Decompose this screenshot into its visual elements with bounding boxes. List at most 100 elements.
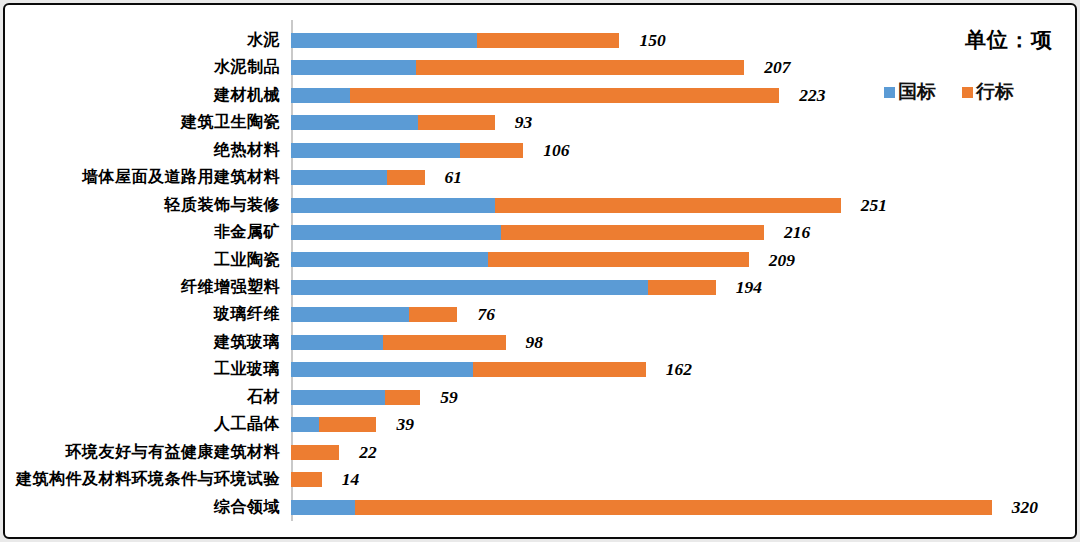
stacked-bar[interactable]	[291, 280, 716, 295]
category-label: 人工晶体	[0, 411, 280, 438]
bar-segment-hangbiao[interactable]	[648, 280, 716, 295]
bar-segment-guobiao[interactable]	[291, 198, 495, 213]
stacked-bar[interactable]	[291, 88, 779, 103]
bar-segment-guobiao[interactable]	[291, 335, 383, 350]
bar-segment-hangbiao[interactable]	[319, 417, 376, 432]
stacked-bar[interactable]	[291, 60, 744, 75]
bar-segment-guobiao[interactable]	[291, 252, 488, 267]
bar-segment-hangbiao[interactable]	[383, 335, 506, 350]
value-label: 14	[342, 466, 360, 493]
chart-row: 建筑卫生陶瓷 93	[0, 109, 1080, 136]
bar-segment-hangbiao[interactable]	[460, 143, 524, 158]
value-label: 223	[799, 82, 825, 109]
category-label: 绝热材料	[0, 137, 280, 164]
bar-segment-hangbiao[interactable]	[473, 362, 646, 377]
value-label: 98	[526, 329, 544, 356]
category-label: 综合领域	[0, 493, 280, 520]
bar-segment-guobiao[interactable]	[291, 60, 416, 75]
chart-row: 水泥制品207	[0, 54, 1080, 81]
chart-row: 综合领域320	[0, 493, 1080, 520]
stacked-bar[interactable]	[291, 417, 376, 432]
category-label: 纤维增强塑料	[0, 274, 280, 301]
bar-segment-hangbiao[interactable]	[291, 445, 339, 460]
chart-row: 水泥 150	[0, 27, 1080, 54]
bar-segment-hangbiao[interactable]	[387, 170, 424, 185]
bar-segment-hangbiao[interactable]	[291, 472, 322, 487]
bar-segment-hangbiao[interactable]	[477, 33, 619, 48]
chart-row: 建筑玻璃 98	[0, 329, 1080, 356]
value-label: 150	[640, 27, 666, 54]
category-label: 非金属矿	[0, 219, 280, 246]
stacked-bar[interactable]	[291, 390, 420, 405]
stacked-bar[interactable]	[291, 500, 992, 515]
bar-segment-guobiao[interactable]	[291, 88, 350, 103]
chart-row: 人工晶体 39	[0, 411, 1080, 438]
bar-segment-guobiao[interactable]	[291, 500, 355, 515]
stacked-bar[interactable]	[291, 170, 425, 185]
value-label: 76	[477, 301, 495, 328]
bar-segment-guobiao[interactable]	[291, 362, 473, 377]
chart-row: 环境友好与有益健康建筑材料22	[0, 438, 1080, 465]
bar-segment-guobiao[interactable]	[291, 280, 648, 295]
stacked-bar[interactable]	[291, 143, 523, 158]
chart-row: 玻璃纤维 76	[0, 301, 1080, 328]
bar-segment-guobiao[interactable]	[291, 170, 387, 185]
stacked-bar[interactable]	[291, 335, 506, 350]
stacked-bar[interactable]	[291, 225, 764, 240]
value-label: 61	[445, 164, 463, 191]
value-label: 106	[543, 137, 569, 164]
bar-segment-guobiao[interactable]	[291, 307, 409, 322]
bar-segment-hangbiao[interactable]	[385, 390, 420, 405]
bar-segment-hangbiao[interactable]	[416, 60, 745, 75]
chart-row: 建材机械 223	[0, 82, 1080, 109]
chart-row: 墙体屋面及道路用建筑材料61	[0, 164, 1080, 191]
bar-segment-guobiao[interactable]	[291, 33, 477, 48]
bar-segment-guobiao[interactable]	[291, 143, 460, 158]
chart-row: 工业玻璃 162	[0, 356, 1080, 383]
bar-segment-hangbiao[interactable]	[501, 225, 764, 240]
category-label: 建筑玻璃	[0, 329, 280, 356]
bar-segment-guobiao[interactable]	[291, 115, 418, 130]
stacked-bar[interactable]	[291, 198, 841, 213]
bar-segment-guobiao[interactable]	[291, 390, 385, 405]
category-label: 轻质装饰与装修	[0, 191, 280, 218]
category-label: 工业陶瓷	[0, 246, 280, 273]
value-label: 22	[359, 438, 377, 465]
bar-segment-hangbiao[interactable]	[418, 115, 495, 130]
category-label: 玻璃纤维	[0, 301, 280, 328]
value-label: 209	[769, 246, 795, 273]
category-label: 水泥	[0, 27, 280, 54]
value-label: 207	[764, 54, 790, 81]
value-label: 93	[515, 109, 533, 136]
stacked-bar[interactable]	[291, 307, 457, 322]
stacked-bar[interactable]	[291, 362, 646, 377]
value-label: 162	[666, 356, 692, 383]
category-label: 工业玻璃	[0, 356, 280, 383]
category-label: 石材	[0, 384, 280, 411]
value-label: 194	[736, 274, 762, 301]
stacked-bar[interactable]	[291, 252, 749, 267]
category-label: 建材机械	[0, 82, 280, 109]
chart-row: 非金属矿 216	[0, 219, 1080, 246]
value-label: 39	[396, 411, 414, 438]
stacked-bar[interactable]	[291, 472, 322, 487]
category-label: 建筑构件及材料环境条件与环境试验	[0, 466, 280, 493]
chart-row: 石材 59	[0, 384, 1080, 411]
bar-segment-guobiao[interactable]	[291, 225, 501, 240]
bar-segment-hangbiao[interactable]	[355, 500, 992, 515]
stacked-bar[interactable]	[291, 115, 495, 130]
category-label: 建筑卫生陶瓷	[0, 109, 280, 136]
bar-segment-hangbiao[interactable]	[350, 88, 779, 103]
chart-row: 建筑构件及材料环境条件与环境试验 14	[0, 466, 1080, 493]
bar-segment-hangbiao[interactable]	[409, 307, 457, 322]
value-label: 216	[784, 219, 810, 246]
bar-segment-hangbiao[interactable]	[488, 252, 749, 267]
bar-segment-guobiao[interactable]	[291, 417, 319, 432]
chart-row: 轻质装饰与装修251	[0, 191, 1080, 218]
bar-segment-hangbiao[interactable]	[495, 198, 841, 213]
chart-row: 绝热材料 106	[0, 137, 1080, 164]
value-label: 59	[440, 384, 458, 411]
stacked-bar[interactable]	[291, 445, 339, 460]
chart-row: 工业陶瓷 209	[0, 246, 1080, 273]
stacked-bar[interactable]	[291, 33, 619, 48]
